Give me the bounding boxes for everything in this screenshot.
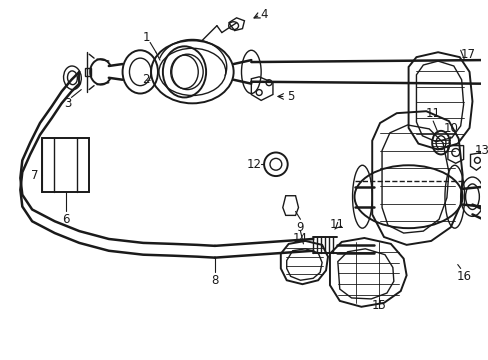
Bar bbox=[42, 138, 89, 192]
Text: 9: 9 bbox=[296, 221, 304, 234]
Text: 5: 5 bbox=[286, 90, 294, 103]
Text: 6: 6 bbox=[61, 213, 69, 226]
Text: 15: 15 bbox=[371, 299, 386, 312]
Text: 7: 7 bbox=[31, 168, 39, 181]
Text: 16: 16 bbox=[456, 270, 471, 283]
Text: 17: 17 bbox=[460, 48, 475, 61]
Text: 10: 10 bbox=[443, 122, 457, 135]
Text: 1: 1 bbox=[142, 31, 150, 44]
Text: 3: 3 bbox=[64, 97, 71, 110]
Bar bbox=[85, 68, 91, 76]
Text: 12: 12 bbox=[246, 158, 261, 171]
Text: 11: 11 bbox=[328, 218, 344, 231]
Text: 14: 14 bbox=[292, 233, 307, 246]
Text: 11: 11 bbox=[425, 107, 440, 120]
Text: 2: 2 bbox=[142, 73, 150, 86]
Text: 8: 8 bbox=[211, 274, 218, 287]
Text: 13: 13 bbox=[474, 144, 488, 157]
Text: 4: 4 bbox=[260, 8, 267, 21]
